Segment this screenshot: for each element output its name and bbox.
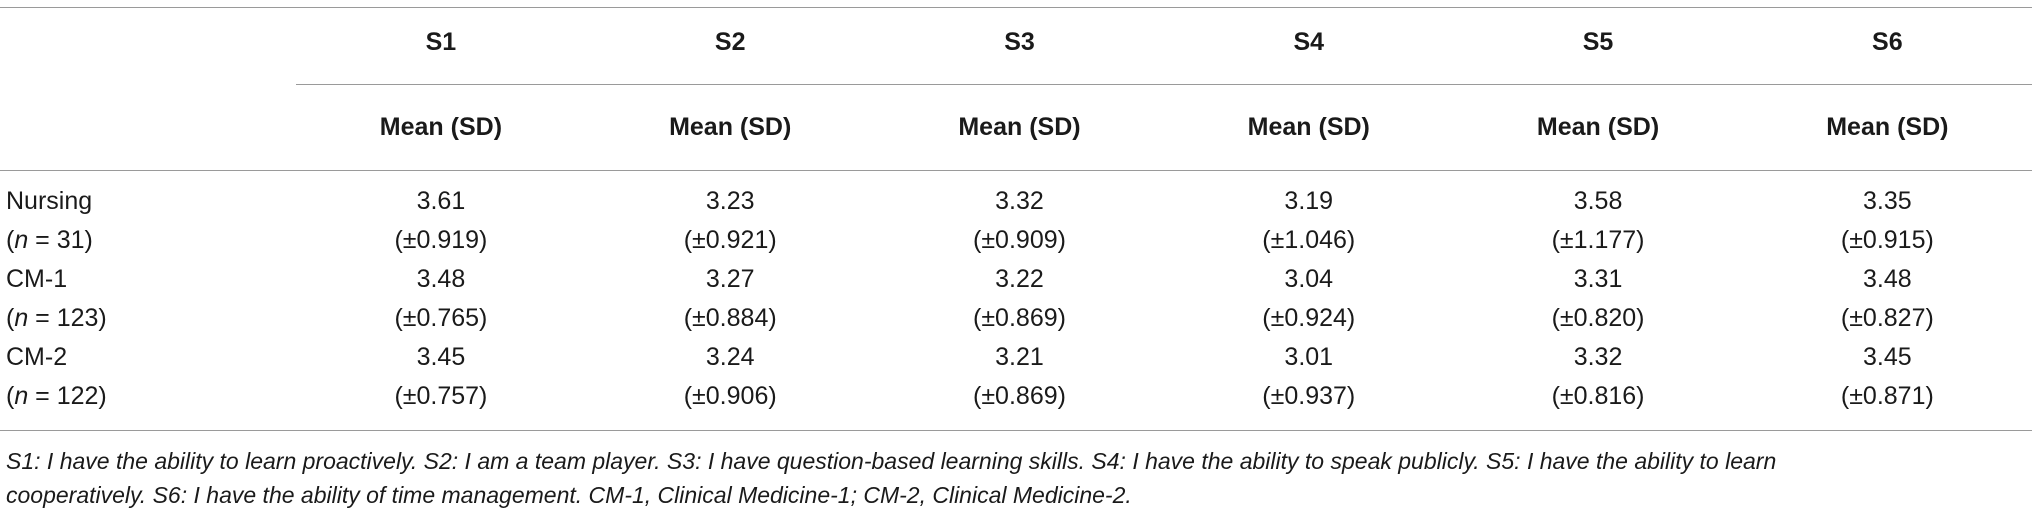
mean-value: 3.19	[1284, 187, 1334, 215]
header-bottom-rule	[0, 170, 2032, 171]
sd-value: (±0.906)	[683, 382, 777, 410]
subheader-mean-sd: Mean (SD)	[1247, 112, 1370, 141]
sd-value: (±0.915)	[1840, 226, 1934, 254]
header-row-stat: Mean (SD) Mean (SD) Mean (SD) Mean (SD) …	[0, 84, 2032, 170]
sd-value: (±0.869)	[973, 382, 1066, 410]
value-cell-s3: 3.22 (±0.869)	[875, 260, 1164, 338]
table-footnote: S1: I have the ability to learn proactiv…	[6, 444, 2006, 512]
mean-value: 3.32	[1573, 343, 1623, 371]
header-divider-rule	[296, 84, 2032, 85]
table-row-cm-2: CM-2 (n = 122) 3.45 (±0.757) 3.24 (±0.906)…	[0, 338, 2032, 416]
value-cell-s2: 3.27 (±0.884)	[586, 260, 875, 338]
table-row-cm-1: CM-1 (n = 123) 3.48 (±0.765) 3.27 (±0.884)…	[0, 260, 2032, 338]
value-cell-s2: 3.23 (±0.921)	[586, 170, 875, 260]
header-row-items: S1 S2 S3 S4 S5 S6	[0, 0, 2032, 84]
sd-value: (±0.909)	[973, 226, 1066, 254]
column-header-s3: S3	[1004, 27, 1035, 56]
sd-value: (±0.884)	[683, 304, 777, 332]
mean-value: 3.32	[995, 187, 1044, 215]
value-cell-s4: 3.01 (±0.937)	[1164, 338, 1453, 416]
results-table: S1 S2 S3 S4 S5 S6 Mean (SD) Mean (SD) Me…	[0, 0, 2032, 416]
value-cell-s3: 3.21 (±0.869)	[875, 338, 1164, 416]
value-cell-s4: 3.04 (±0.924)	[1164, 260, 1453, 338]
row-sample-size: (n = 123)	[6, 304, 107, 332]
value-cell-s5: 3.31 (±0.820)	[1453, 260, 1742, 338]
mean-value: 3.48	[416, 265, 466, 293]
value-cell-s4: 3.19 (±1.046)	[1164, 170, 1453, 260]
column-header-s4: S4	[1293, 27, 1325, 56]
subheader-mean-sd: Mean (SD)	[1536, 112, 1660, 141]
sd-value: (±0.937)	[1262, 382, 1356, 410]
row-group-label: CM-2	[6, 343, 68, 371]
value-cell-s6: 3.35 (±0.915)	[1743, 170, 2032, 260]
mean-value: 3.01	[1284, 343, 1334, 371]
value-cell-s1: 3.61 (±0.919)	[296, 170, 585, 260]
mean-value: 3.45	[1863, 343, 1912, 371]
mean-value: 3.22	[995, 265, 1044, 293]
value-cell-s6: 3.48 (±0.827)	[1743, 260, 2032, 338]
value-cell-s6: 3.45 (±0.871)	[1743, 338, 2032, 416]
value-cell-s2: 3.24 (±0.906)	[586, 338, 875, 416]
footnote-line-1: S1: I have the ability to learn proactiv…	[6, 448, 1777, 474]
mean-value: 3.45	[416, 343, 466, 371]
mean-value: 3.48	[1863, 265, 1912, 293]
sd-value: (±0.757)	[394, 382, 488, 410]
mean-value: 3.23	[705, 187, 755, 215]
subheader-mean-sd: Mean (SD)	[1826, 112, 1949, 141]
mean-value: 3.35	[1863, 187, 1912, 215]
mean-value: 3.21	[995, 343, 1044, 371]
subheader-mean-sd: Mean (SD)	[669, 112, 792, 141]
value-cell-s3: 3.32 (±0.909)	[875, 170, 1164, 260]
sd-value: (±0.816)	[1551, 382, 1645, 410]
sd-value: (±0.820)	[1551, 304, 1645, 332]
sd-value: (±0.827)	[1840, 304, 1934, 332]
column-header-s1: S1	[425, 27, 457, 56]
column-header-s2: S2	[714, 27, 746, 56]
subheader-mean-sd: Mean (SD)	[379, 112, 503, 141]
header-empty-cell	[0, 84, 296, 170]
row-label-cell: CM-2 (n = 122)	[0, 338, 296, 416]
sd-value: (±0.871)	[1840, 382, 1934, 410]
sd-value: (±0.869)	[973, 304, 1066, 332]
value-cell-s5: 3.58 (±1.177)	[1453, 170, 1742, 260]
row-sample-size: (n = 122)	[6, 382, 107, 410]
footnote-line-2: cooperatively. S6: I have the ability of…	[6, 482, 1132, 508]
mean-value: 3.58	[1573, 187, 1623, 215]
mean-value: 3.24	[705, 343, 755, 371]
sd-value: (±0.919)	[394, 226, 488, 254]
bottom-rule	[0, 430, 2032, 431]
row-group-label: CM-1	[6, 265, 68, 293]
sd-value: (±1.177)	[1551, 226, 1645, 254]
top-rule	[0, 7, 2032, 8]
sd-value: (±0.765)	[394, 304, 488, 332]
row-label-cell: CM-1 (n = 123)	[0, 260, 296, 338]
row-group-label: Nursing	[6, 187, 93, 215]
mean-value: 3.31	[1573, 265, 1623, 293]
mean-value: 3.04	[1284, 265, 1334, 293]
sd-value: (±1.046)	[1262, 226, 1356, 254]
row-sample-size: (n = 31)	[6, 226, 93, 254]
value-cell-s5: 3.32 (±0.816)	[1453, 338, 1742, 416]
column-header-s5: S5	[1582, 27, 1614, 56]
row-label-cell: Nursing (n = 31)	[0, 170, 296, 260]
header-empty-cell	[0, 0, 296, 84]
column-header-s6: S6	[1872, 27, 1903, 56]
subheader-mean-sd: Mean (SD)	[958, 112, 1081, 141]
mean-value: 3.27	[705, 265, 755, 293]
value-cell-s1: 3.48 (±0.765)	[296, 260, 585, 338]
table-row-nursing: Nursing (n = 31) 3.61 (±0.919) 3.23 (±0.92…	[0, 170, 2032, 260]
mean-value: 3.61	[416, 187, 466, 215]
sd-value: (±0.924)	[1262, 304, 1356, 332]
value-cell-s1: 3.45 (±0.757)	[296, 338, 585, 416]
sd-value: (±0.921)	[683, 226, 777, 254]
